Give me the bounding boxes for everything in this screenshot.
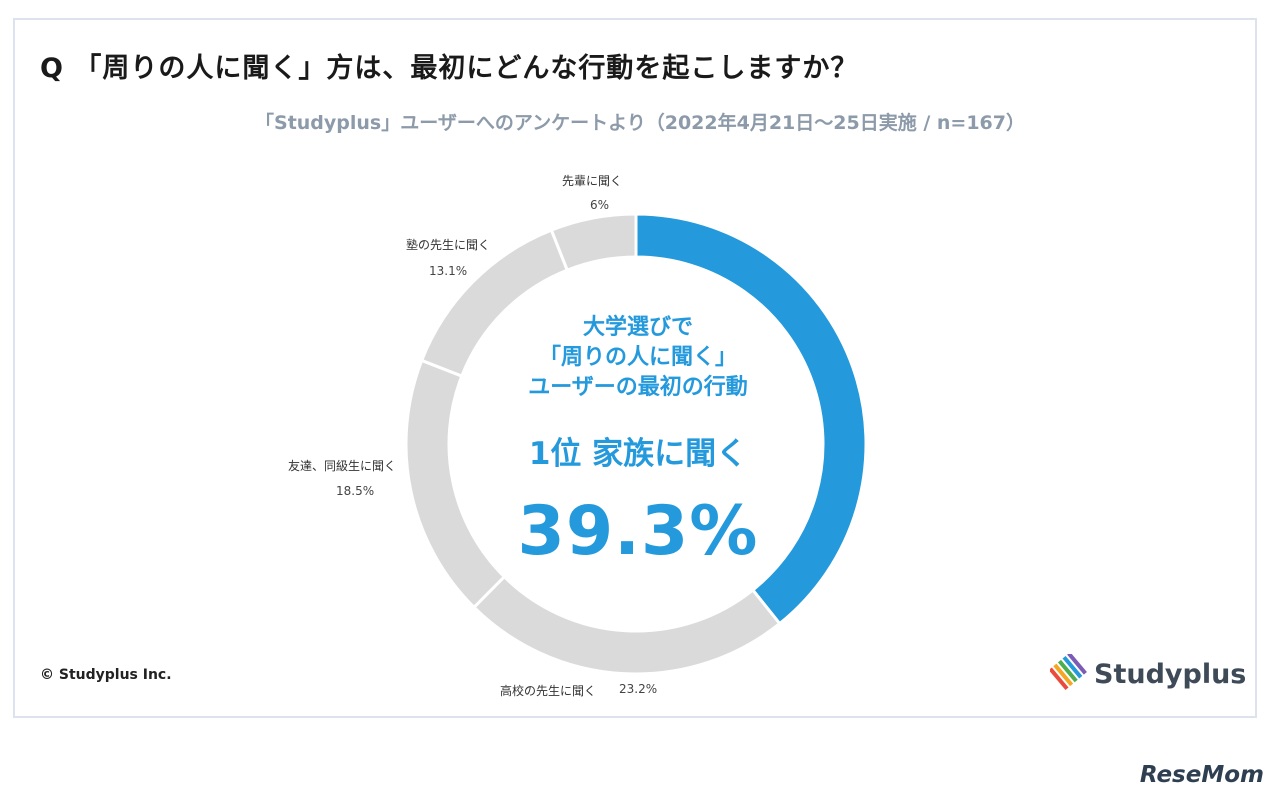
center-rank: 1位 家族に聞く (528, 436, 748, 472)
slice-high-school-teacher (471, 574, 782, 676)
slice-label-cram-teacher: 塾の先生に聞く (406, 238, 491, 252)
slice-senior (549, 212, 638, 273)
slice-value-cram-teacher: 13.1% (429, 264, 468, 278)
slice-value-high-school-teacher: 23.2% (619, 682, 658, 696)
center-line-2: 「周りの人に聞く」 (538, 345, 737, 370)
pencils-icon (1050, 654, 1087, 691)
center-line-1: 大学選びで (582, 315, 693, 340)
slice-label-friends: 友達、同級生に聞く (288, 459, 397, 473)
copyright-text: © Studyplus Inc. (40, 667, 172, 683)
slice-label-high-school-teacher: 高校の先生に聞く (500, 684, 597, 698)
slice-value-senior: 6% (590, 198, 610, 212)
resemom-watermark: ReseMom (1139, 762, 1264, 788)
center-percentage: 39.3% (517, 492, 759, 571)
slice-label-senior: 先輩に聞く (562, 174, 623, 188)
slice-value-friends: 18.5% (336, 484, 375, 498)
center-line-3: ユーザーの最初の行動 (528, 375, 748, 400)
chart-subtitle: 「Studyplus」ユーザーへのアンケートより（2022年4月21日〜25日実… (255, 112, 1025, 134)
studyplus-logo: Studyplus (1050, 654, 1246, 694)
chart-card (13, 18, 1257, 718)
question-title: Q 「周りの人に聞く」方は、最初にどんな行動を起こしますか？ (40, 53, 859, 84)
brand-name: Studyplus (1094, 658, 1247, 690)
center-heading: 大学選びで 「周りの人に聞く」 ユーザーの最初の行動 (488, 313, 788, 403)
